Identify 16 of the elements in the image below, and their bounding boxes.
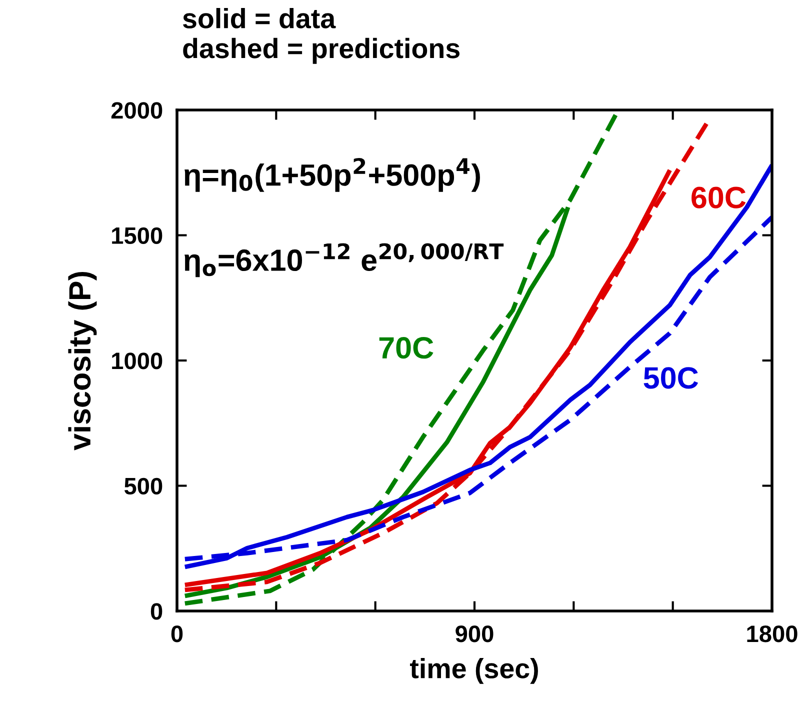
annotation: η$_{o}$=6x10$^{−12}$ e$^{20,000/RT}$ — [184, 243, 504, 278]
y-tick-label: 500 — [124, 478, 162, 495]
annotation: η=η$_{0}$(1+50p$^{2}$+500p$^{4}$) — [184, 158, 480, 192]
series-label: 60C — [692, 186, 746, 208]
x-tick-label: 900 — [456, 626, 494, 642]
chart-title: solid = data dashed = predictions — [182, 8, 460, 64]
x-tick-label: 1800 — [747, 626, 798, 642]
y-axis-title: viscosity (P) — [68, 272, 97, 450]
x-tick-label: 0 — [171, 626, 183, 642]
x-axis-title: time (sec) — [410, 658, 538, 684]
y-tick-label: 1500 — [112, 227, 162, 244]
y-tick-label: 0 — [150, 603, 162, 620]
series-label: 50C — [644, 367, 698, 389]
y-tick-label: 2000 — [111, 102, 162, 119]
series-label: 70C — [379, 337, 434, 359]
y-tick-label: 1000 — [112, 352, 162, 370]
